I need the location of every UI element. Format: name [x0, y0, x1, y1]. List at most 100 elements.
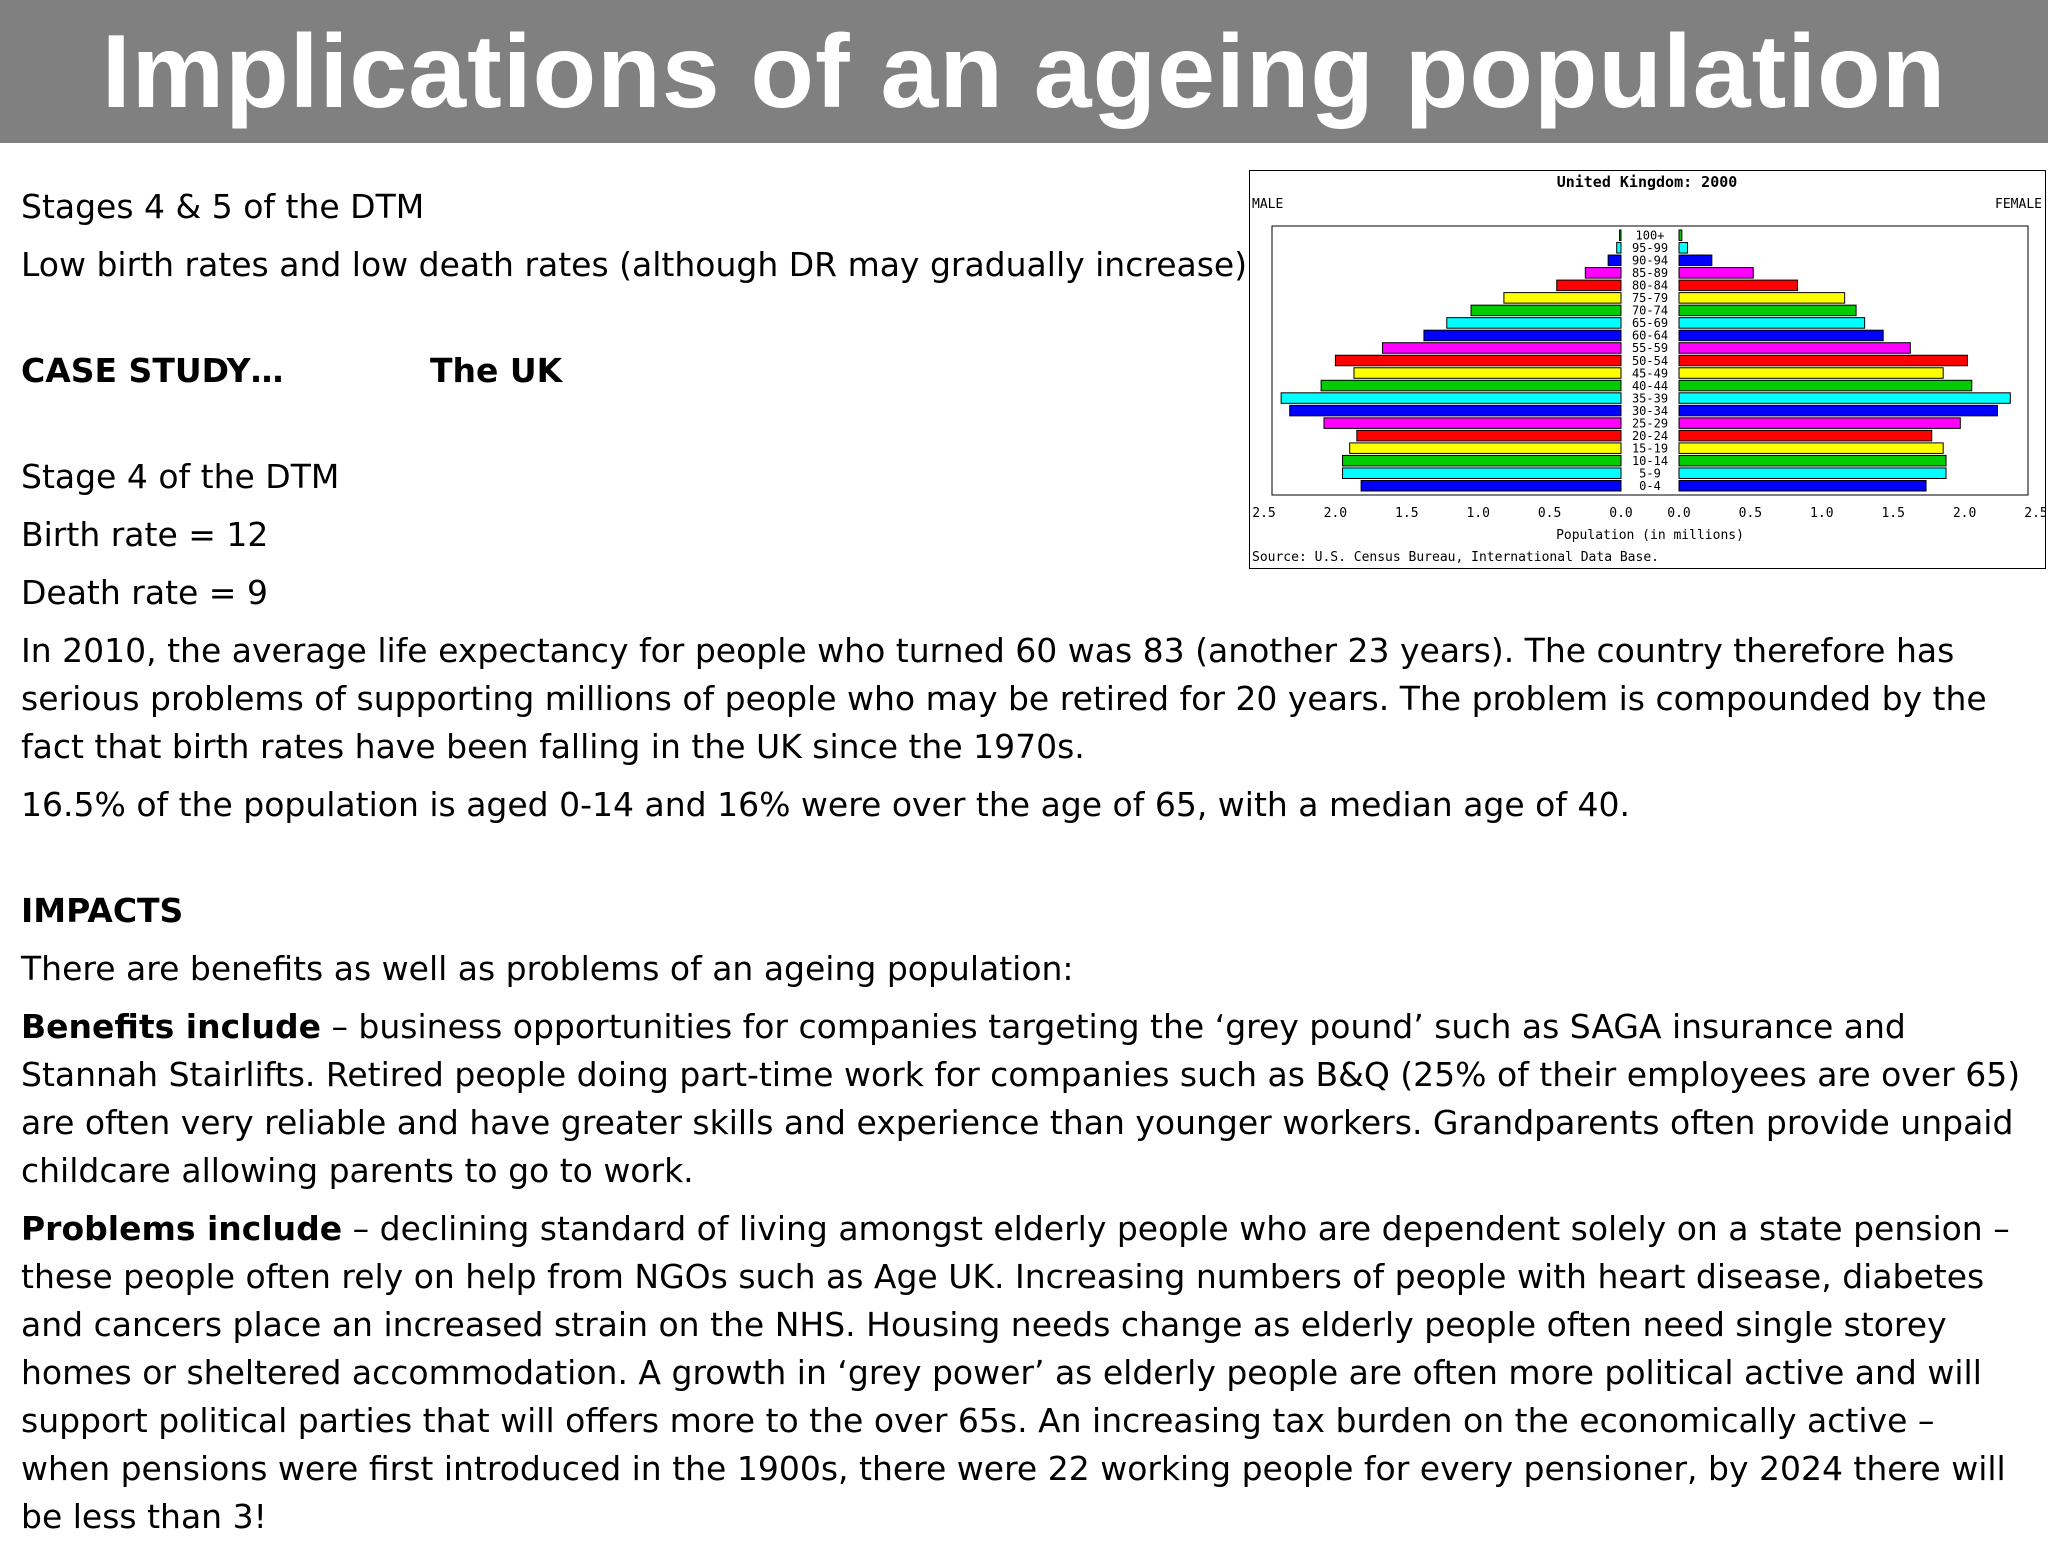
age-label-45-49: 45-49 — [1632, 366, 1668, 380]
bar-female-60-64 — [1678, 329, 1884, 342]
bar-female-15-19 — [1678, 442, 1944, 454]
population-pyramid-svg: United Kingdom: 2000 MALE FEMALE 0-45-910-1… — [1252, 173, 2045, 565]
bar-female-40-44 — [1678, 379, 1973, 392]
age-label-90-94: 90-94 — [1632, 254, 1668, 268]
benefits-paragraph: Benefits include – business opportunitie… — [21, 1003, 2026, 1195]
chart-female-label: FEMALE — [1995, 197, 2042, 212]
bar-female-20-24 — [1678, 429, 1933, 442]
bar-female-10-14 — [1678, 454, 1947, 467]
impacts-intro: There are benefits as well as problems o… — [21, 949, 1074, 988]
age-label-15-19: 15-19 — [1632, 441, 1668, 455]
x-tick-female-3: 1.5 — [1881, 506, 1904, 521]
age-label-70-74: 70-74 — [1632, 304, 1668, 318]
x-tick-male-2: 1.5 — [1395, 506, 1418, 521]
age-label-10-14: 10-14 — [1632, 454, 1668, 468]
age-label-30-34: 30-34 — [1632, 404, 1668, 418]
bar-male-75-79 — [1503, 292, 1622, 304]
x-tick-male-3: 1.0 — [1466, 506, 1489, 521]
bar-female-50-54 — [1678, 354, 1968, 367]
age-label-85-89: 85-89 — [1632, 266, 1668, 280]
age-label-55-59: 55-59 — [1632, 341, 1668, 355]
age-label-5-9: 5-9 — [1639, 466, 1661, 480]
chart-male-label: MALE — [1252, 197, 1283, 212]
bar-male-35-39 — [1280, 392, 1622, 404]
bar-male-90-94 — [1607, 254, 1622, 267]
age-label-60-64: 60-64 — [1632, 329, 1668, 343]
bar-female-85-89 — [1678, 267, 1754, 279]
case-study-row: CASE STUDY… The UK — [21, 347, 2026, 395]
bar-female-95-99 — [1678, 242, 1689, 254]
age-label-50-54: 50-54 — [1632, 354, 1668, 368]
bar-female-90-94 — [1678, 254, 1713, 267]
intro-line-2: Low birth rates and low death rates (alt… — [21, 245, 1248, 284]
title-bar: Implications of an ageing population — [0, 0, 2048, 143]
x-tick-female-4: 2.0 — [1953, 506, 1976, 521]
chart-title: United Kingdom: 2000 — [1557, 173, 1738, 191]
bar-female-0-4 — [1678, 479, 1927, 492]
bar-male-45-49 — [1353, 367, 1622, 379]
bar-female-30-34 — [1678, 404, 1998, 417]
bar-female-25-29 — [1678, 417, 1961, 429]
bar-male-80-84 — [1556, 279, 1622, 292]
age-label-65-69: 65-69 — [1632, 316, 1668, 330]
bar-male-65-69 — [1446, 317, 1622, 329]
x-tick-male-4: 0.5 — [1538, 506, 1561, 521]
life-expectancy-text: In 2010, the average life expectancy for… — [21, 631, 1987, 766]
intro-line-1: Stages 4 & 5 of the DTM — [21, 187, 425, 226]
bar-male-100+ — [1619, 229, 1622, 242]
page-title: Implications of an ageing population — [101, 13, 1947, 130]
benefits-text: – business opportunities for companies t… — [21, 1007, 2021, 1190]
x-tick-male-1: 2.0 — [1324, 506, 1347, 521]
x-tick-female-5: 2.5 — [2024, 506, 2045, 521]
bar-male-20-24 — [1356, 429, 1622, 442]
bar-male-5-9 — [1342, 467, 1622, 479]
bar-female-75-79 — [1678, 292, 1846, 304]
bar-male-40-44 — [1320, 379, 1622, 392]
age-label-35-39: 35-39 — [1632, 391, 1668, 405]
case-study-value: The UK — [430, 351, 563, 390]
age-label-25-29: 25-29 — [1632, 416, 1668, 430]
age-label-0-4: 0-4 — [1639, 479, 1661, 493]
age-label-100+: 100+ — [1636, 229, 1665, 243]
bar-male-95-99 — [1616, 242, 1622, 254]
birth-rate-text: Birth rate = 12 — [21, 515, 269, 554]
x-tick-male-5: 0.0 — [1609, 506, 1632, 521]
chart-source: Source: U.S. Census Bureau, Internationa… — [1252, 550, 1659, 565]
bar-female-100+ — [1678, 229, 1683, 242]
bar-male-60-64 — [1423, 329, 1622, 342]
age-label-95-99: 95-99 — [1632, 241, 1668, 255]
chart-x-axis-label: Population (in millions) — [1556, 528, 1744, 543]
population-pyramid-chart: United Kingdom: 2000 MALE FEMALE 0-4 5-9 10-1… — [1249, 170, 2046, 569]
bar-male-50-54 — [1334, 354, 1622, 367]
problems-text: – declining standard of living amongst e… — [21, 1209, 2010, 1536]
death-rate-text: Death rate = 9 — [21, 573, 268, 612]
case-study-label: CASE STUDY… — [21, 351, 284, 390]
impacts-heading: IMPACTS — [21, 891, 184, 930]
bar-male-30-34 — [1289, 404, 1622, 417]
age-label-20-24: 20-24 — [1632, 429, 1668, 443]
age-label-75-79: 75-79 — [1632, 291, 1668, 305]
age-label-80-84: 80-84 — [1632, 279, 1668, 293]
bar-female-70-74 — [1678, 304, 1857, 317]
bar-male-85-89 — [1584, 267, 1622, 279]
bar-female-55-59 — [1678, 342, 1911, 354]
problems-paragraph: Problems include – declining standard of… — [21, 1205, 2026, 1541]
bar-female-5-9 — [1678, 467, 1947, 479]
chart-plot-frame — [1271, 225, 2029, 496]
age-structure-text: 16.5% of the population is aged 0-14 and… — [21, 785, 1630, 824]
bar-female-45-49 — [1678, 367, 1944, 379]
bar-male-70-74 — [1470, 304, 1622, 317]
bar-female-80-84 — [1678, 279, 1799, 292]
bar-male-10-14 — [1342, 454, 1622, 467]
benefits-label: Benefits include — [21, 1007, 321, 1046]
bar-female-65-69 — [1678, 317, 1866, 329]
stage-text: Stage 4 of the DTM — [21, 457, 340, 496]
x-tick-female-2: 1.0 — [1810, 506, 1833, 521]
bar-female-35-39 — [1678, 392, 2011, 404]
problems-label: Problems include — [21, 1209, 343, 1248]
x-tick-male-0: 2.5 — [1252, 506, 1275, 521]
bar-male-15-19 — [1349, 442, 1622, 454]
bar-male-25-29 — [1323, 417, 1622, 429]
bar-male-55-59 — [1382, 342, 1622, 354]
x-tick-female-0: 0.0 — [1667, 506, 1690, 521]
